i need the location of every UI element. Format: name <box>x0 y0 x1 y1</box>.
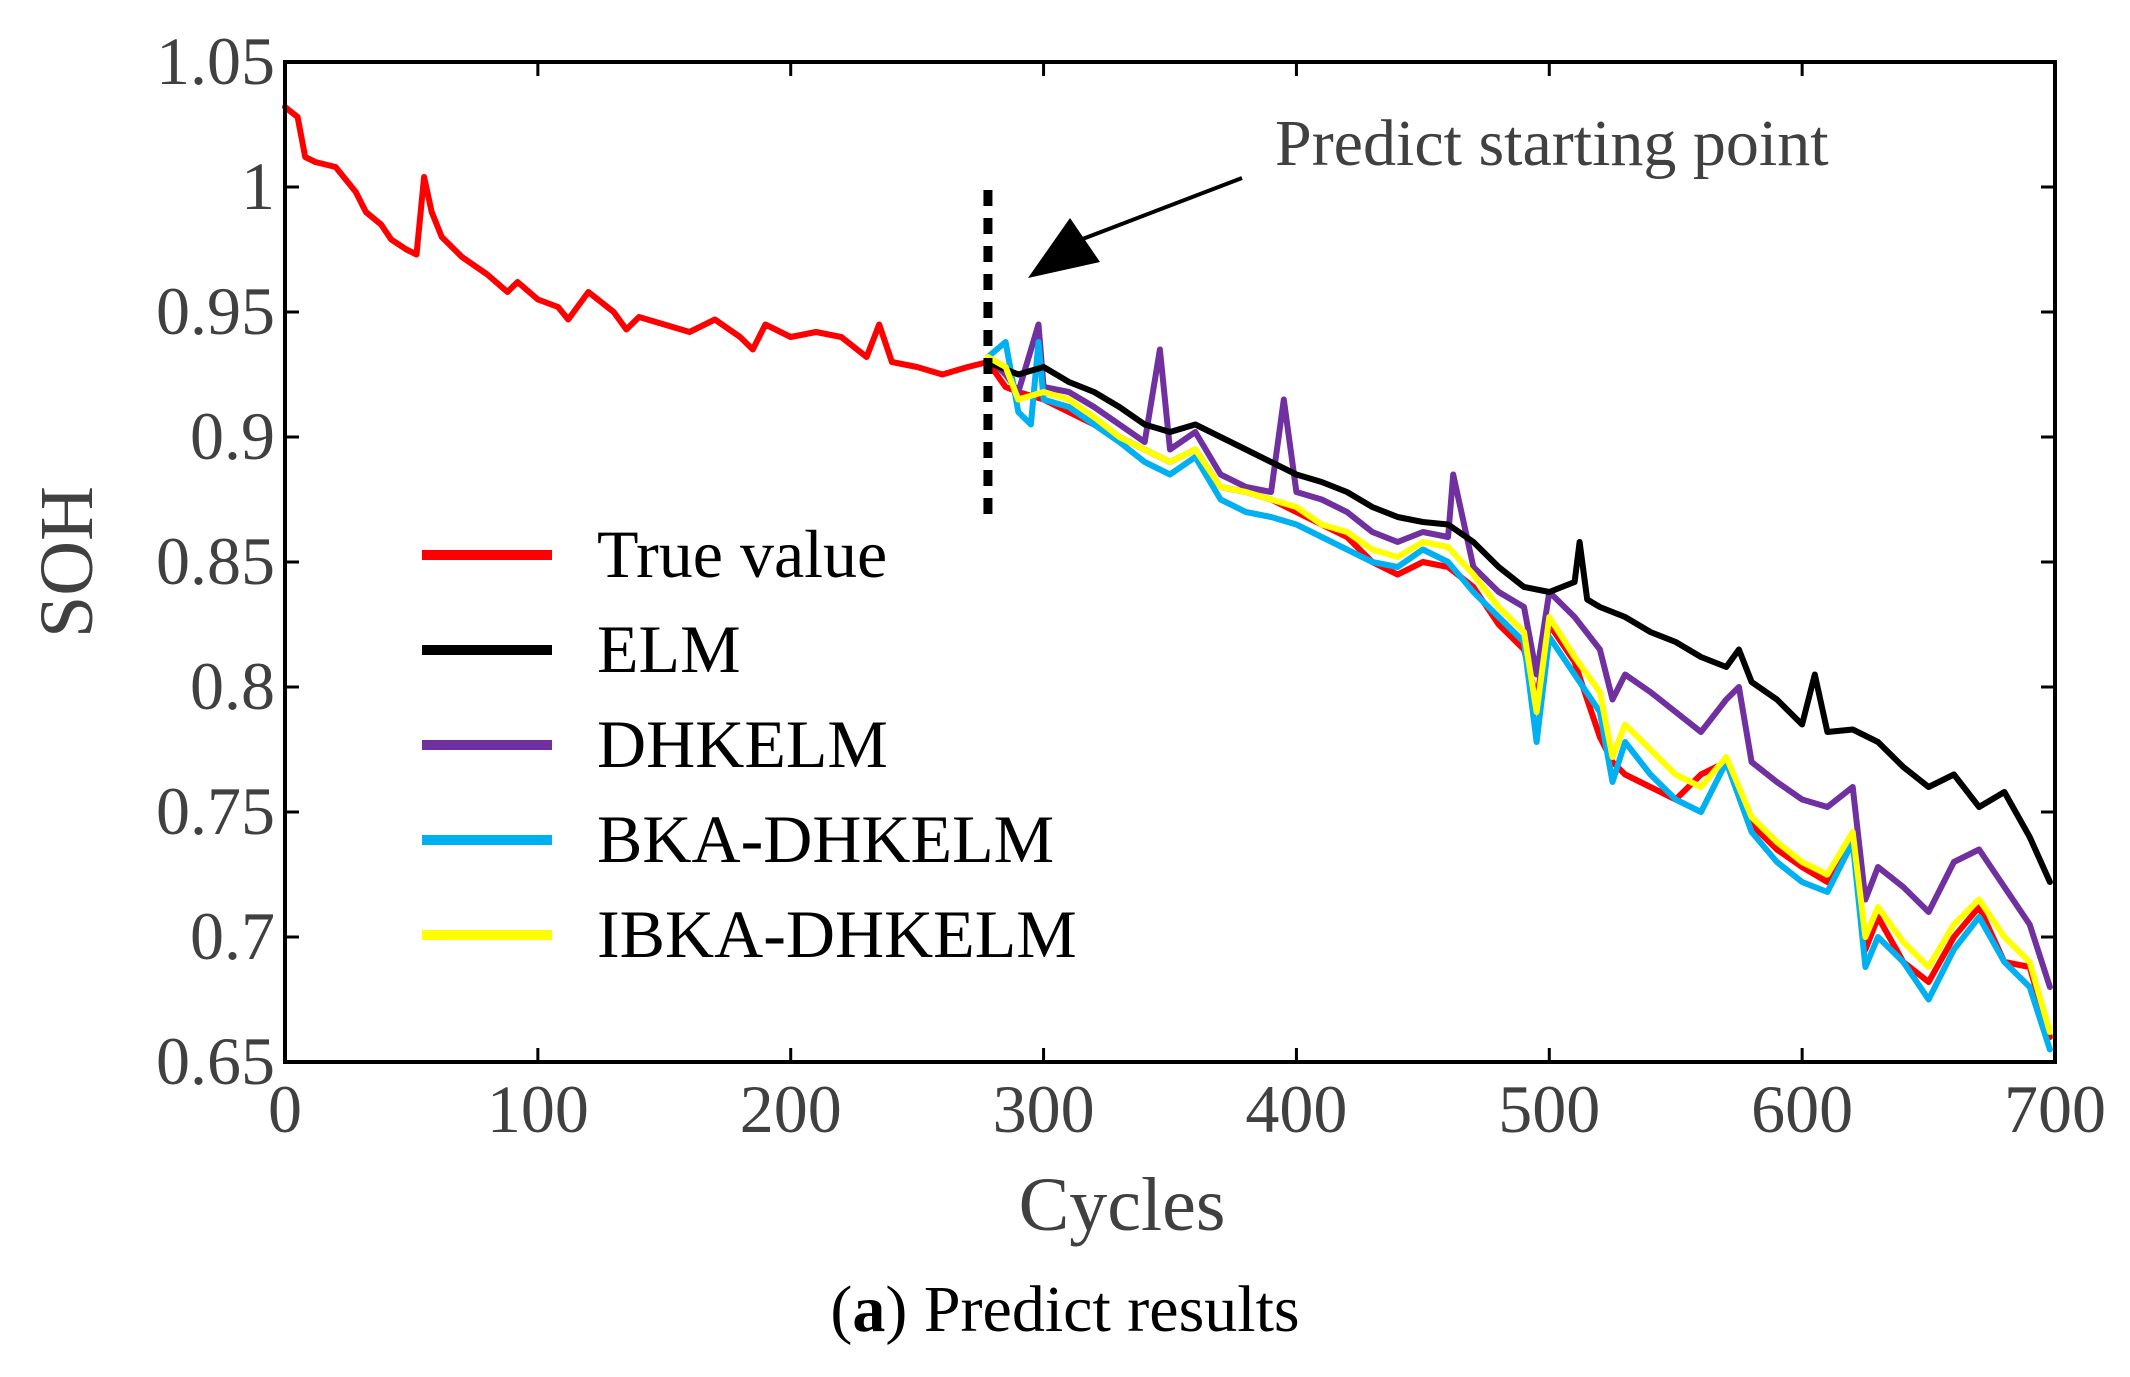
y-tick-label: 1 <box>241 148 275 224</box>
x-tick-label: 500 <box>1498 1071 1600 1147</box>
legend-label-true-value: True value <box>597 516 887 592</box>
tick-layer: 0 100 200 300 400 500 600 700 0.65 0.7 0.75 0.8 0.85… <box>156 23 2106 1147</box>
legend-label-elm: ELM <box>597 611 741 687</box>
legend-label-dhkelm: DHKELM <box>597 706 888 782</box>
x-tick-label: 700 <box>2004 1071 2106 1147</box>
annotation-arrow-head <box>1028 218 1100 278</box>
y-tick-label: 0.75 <box>156 773 275 849</box>
x-tick-label: 0 <box>268 1071 302 1147</box>
y-tick-label: 0.8 <box>190 648 275 724</box>
series-line-ibka-dhkelm <box>984 354 2053 1035</box>
series-layer <box>282 104 2053 1053</box>
legend-label-bka-dhkelm: BKA-DHKELM <box>597 801 1054 877</box>
y-tick-label: 0.85 <box>156 523 275 599</box>
series-line-elm <box>984 359 2053 885</box>
plot-frame <box>283 60 2057 1064</box>
y-tick-label: 0.7 <box>190 898 275 974</box>
predict-start-label: Predict starting point <box>1275 107 1829 180</box>
annotation-arrow-shaft <box>1079 176 1243 242</box>
x-axis-title: Cycles <box>1019 1163 1226 1247</box>
x-tick-label: 200 <box>740 1071 842 1147</box>
x-tick-label: 400 <box>1245 1071 1347 1147</box>
caption-text: Predict results <box>923 1273 1300 1346</box>
legend: True value ELM DHKELM BKA-DHKELM IBKA-DHKELM <box>422 516 1077 972</box>
series-line-true-value <box>282 104 2053 1040</box>
y-tick-label: 0.65 <box>156 1023 275 1099</box>
x-tick-label: 600 <box>1751 1071 1853 1147</box>
y-axis-title: SOH <box>25 486 109 638</box>
y-tick-label: 0.9 <box>190 398 275 474</box>
x-tick-label: 100 <box>487 1071 589 1147</box>
series-line-dhkelm <box>984 321 2053 990</box>
y-tick-label: 1.05 <box>156 23 275 99</box>
caption-label: a <box>852 1273 886 1346</box>
figure-caption: (a) Predict results <box>830 1273 1300 1346</box>
predict-start-annotation: Predict starting point <box>1028 107 1829 278</box>
legend-label-ibka-dhkelm: IBKA-DHKELM <box>597 896 1077 972</box>
y-tick-label: 0.95 <box>156 273 275 349</box>
x-tick-label: 300 <box>993 1071 1095 1147</box>
